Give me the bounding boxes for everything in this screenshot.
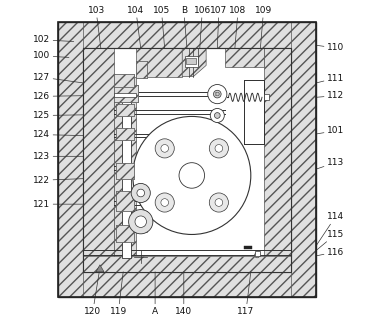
Circle shape bbox=[129, 210, 153, 234]
Text: 116: 116 bbox=[316, 248, 344, 256]
Circle shape bbox=[209, 193, 229, 212]
Bar bbox=[264, 94, 269, 100]
Circle shape bbox=[214, 90, 221, 98]
Text: A: A bbox=[152, 272, 158, 315]
Circle shape bbox=[215, 145, 223, 152]
Text: 109: 109 bbox=[255, 6, 272, 48]
Text: B: B bbox=[181, 6, 187, 48]
Bar bbox=[114, 93, 136, 97]
Circle shape bbox=[131, 183, 150, 203]
Text: 103: 103 bbox=[88, 6, 105, 48]
Text: 105: 105 bbox=[153, 6, 170, 48]
Bar bbox=[116, 128, 134, 140]
Bar bbox=[291, 22, 316, 297]
Bar bbox=[116, 128, 134, 140]
Text: 108: 108 bbox=[229, 6, 247, 48]
Circle shape bbox=[215, 199, 223, 206]
Text: 110: 110 bbox=[316, 43, 344, 52]
Bar bbox=[264, 48, 291, 272]
Circle shape bbox=[214, 113, 220, 118]
Bar bbox=[116, 104, 134, 116]
Text: 126: 126 bbox=[33, 92, 83, 101]
Circle shape bbox=[137, 189, 145, 197]
Bar bbox=[58, 22, 316, 297]
Text: 127: 127 bbox=[33, 73, 83, 83]
Bar bbox=[255, 251, 260, 256]
Text: 114: 114 bbox=[316, 212, 344, 246]
Bar bbox=[116, 191, 134, 211]
Circle shape bbox=[179, 163, 205, 188]
Circle shape bbox=[133, 116, 251, 234]
Text: 117: 117 bbox=[237, 272, 255, 315]
Circle shape bbox=[135, 216, 147, 227]
Bar bbox=[225, 48, 264, 67]
Bar bbox=[114, 85, 138, 102]
Text: 121: 121 bbox=[33, 200, 83, 209]
Text: 119: 119 bbox=[110, 272, 127, 315]
Bar bbox=[122, 77, 131, 258]
Text: 120: 120 bbox=[84, 272, 101, 315]
Bar bbox=[116, 225, 134, 242]
Circle shape bbox=[209, 139, 229, 158]
Bar bbox=[136, 48, 182, 77]
Bar bbox=[58, 22, 316, 297]
Bar bbox=[83, 48, 291, 272]
Bar bbox=[116, 225, 134, 242]
Bar bbox=[116, 163, 134, 179]
Circle shape bbox=[255, 253, 260, 258]
Bar bbox=[83, 256, 291, 272]
Text: 107: 107 bbox=[210, 6, 227, 48]
Circle shape bbox=[210, 108, 224, 122]
Bar bbox=[114, 85, 138, 102]
Circle shape bbox=[208, 85, 227, 104]
Bar bbox=[58, 272, 316, 297]
Text: 100: 100 bbox=[33, 51, 69, 60]
Text: 140: 140 bbox=[175, 272, 192, 315]
Text: 112: 112 bbox=[316, 91, 344, 100]
Bar bbox=[136, 61, 147, 78]
Text: 113: 113 bbox=[316, 158, 344, 169]
Bar bbox=[114, 77, 136, 255]
Text: 125: 125 bbox=[33, 111, 83, 120]
Bar bbox=[116, 104, 134, 116]
Bar bbox=[58, 22, 83, 297]
Polygon shape bbox=[182, 48, 206, 77]
Bar bbox=[116, 191, 134, 211]
Text: 123: 123 bbox=[33, 152, 83, 161]
Text: 124: 124 bbox=[33, 130, 83, 139]
Bar bbox=[116, 163, 134, 179]
Bar bbox=[185, 56, 197, 67]
Text: 102: 102 bbox=[33, 35, 74, 44]
Text: 115: 115 bbox=[316, 230, 344, 250]
Polygon shape bbox=[96, 265, 104, 272]
Text: 122: 122 bbox=[33, 176, 83, 185]
Bar bbox=[245, 246, 252, 249]
Text: 106: 106 bbox=[194, 6, 211, 48]
Bar bbox=[136, 61, 147, 78]
Circle shape bbox=[155, 139, 174, 158]
Text: 101: 101 bbox=[316, 126, 344, 135]
Text: 111: 111 bbox=[316, 74, 344, 83]
Bar bbox=[186, 58, 196, 64]
Circle shape bbox=[155, 193, 174, 212]
Bar bbox=[83, 48, 291, 272]
Circle shape bbox=[161, 199, 169, 206]
Text: D: D bbox=[215, 92, 220, 97]
Bar bbox=[245, 80, 264, 144]
Bar bbox=[83, 48, 114, 272]
Circle shape bbox=[161, 145, 169, 152]
Bar bbox=[114, 74, 134, 87]
Bar bbox=[114, 74, 134, 87]
Bar bbox=[58, 22, 316, 48]
Text: 104: 104 bbox=[128, 6, 144, 48]
